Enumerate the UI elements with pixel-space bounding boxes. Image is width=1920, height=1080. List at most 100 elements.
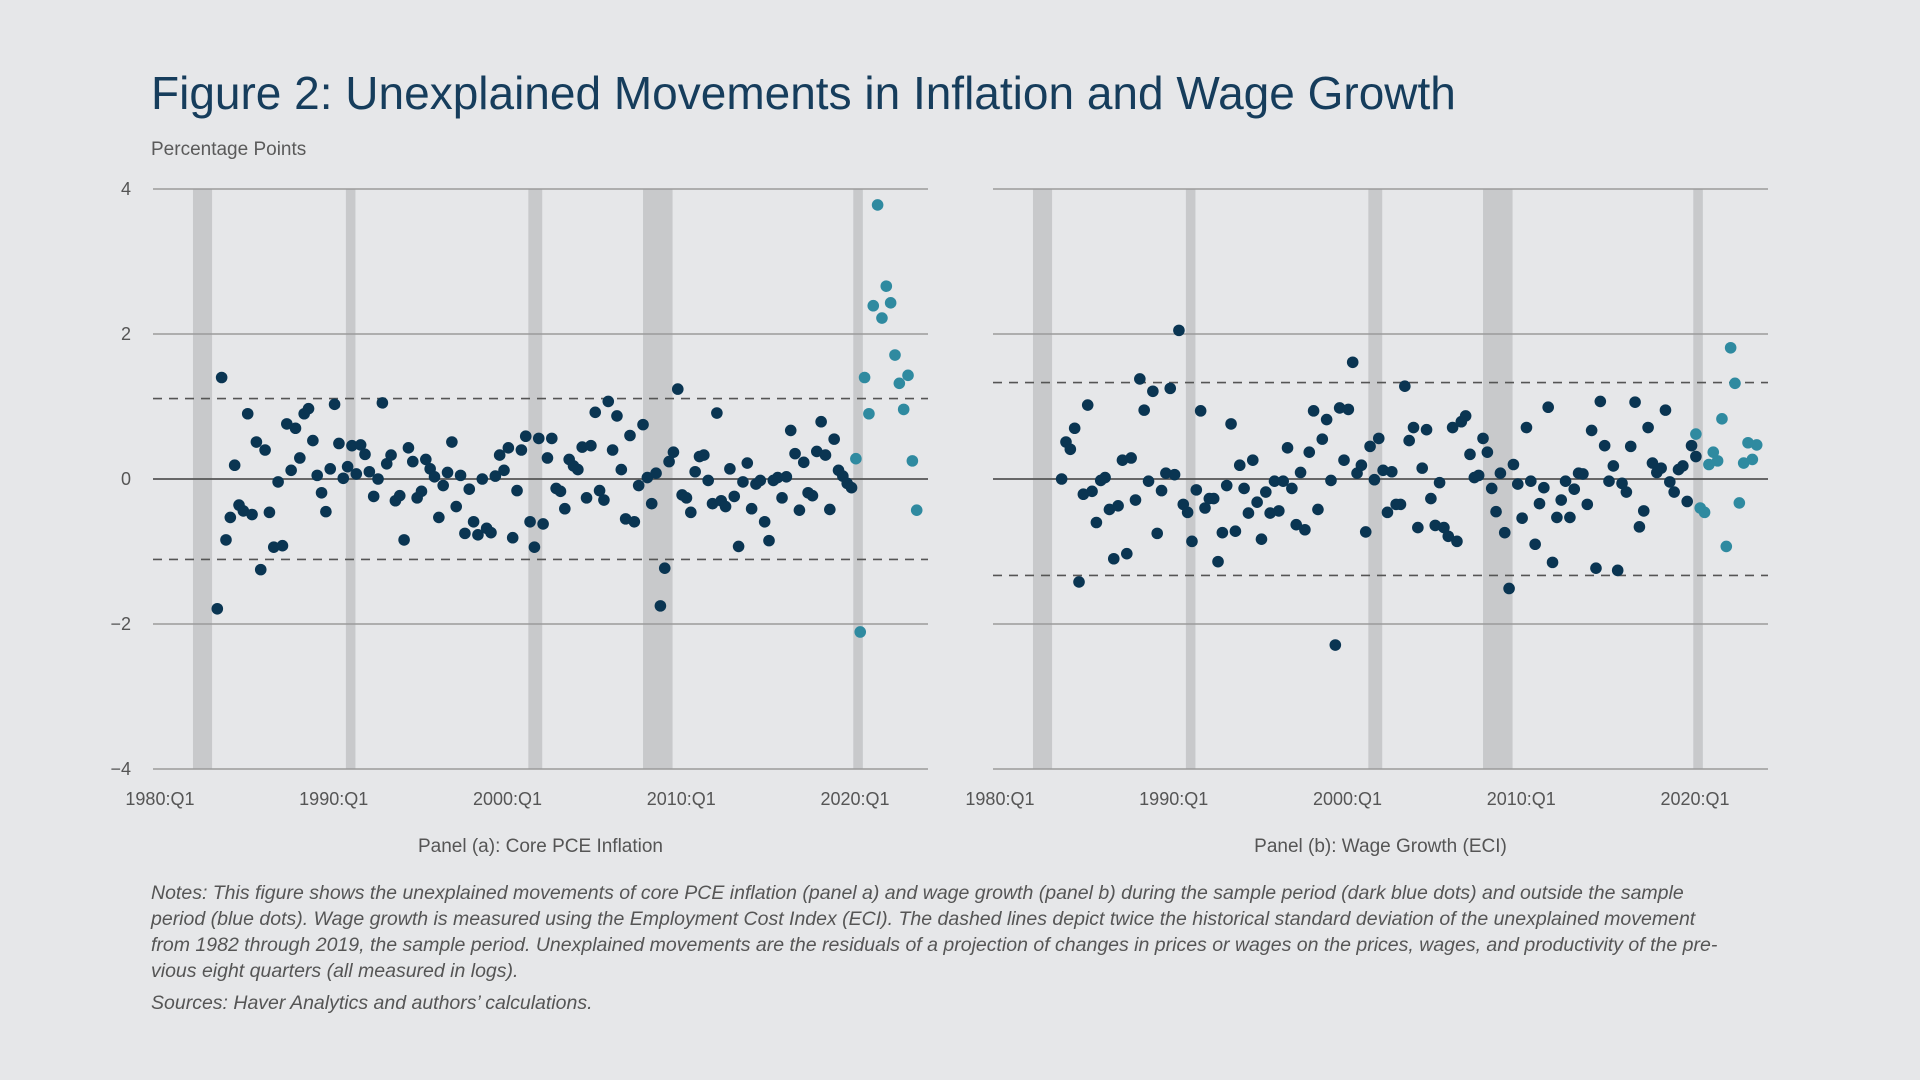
in-sample-dot: [372, 473, 384, 485]
x-tick-label: 2000:Q1: [473, 789, 542, 809]
figure-title: Figure 2: Unexplained Movements in Infla…: [151, 67, 1456, 119]
in-sample-dot: [1303, 446, 1316, 458]
in-sample-dot: [367, 490, 380, 503]
in-sample-dot: [1151, 527, 1164, 540]
in-sample-dot: [528, 541, 541, 553]
in-sample-dot: [333, 437, 345, 450]
in-sample-dot: [272, 476, 284, 488]
in-sample-dot: [763, 534, 775, 547]
in-sample-dot: [1442, 530, 1455, 543]
x-tick-label: 1990:Q1: [1139, 789, 1208, 809]
in-sample-dot: [1190, 484, 1203, 496]
in-sample-dot: [485, 526, 497, 539]
in-sample-dot: [502, 442, 515, 454]
in-sample-dot: [1490, 505, 1502, 518]
in-sample-dot: [1681, 495, 1693, 508]
in-sample-dot: [350, 468, 363, 480]
in-sample-dot: [758, 515, 771, 528]
in-sample-dot: [1342, 403, 1355, 416]
in-sample-dot: [1073, 576, 1085, 588]
in-sample-dot: [1055, 473, 1068, 485]
in-sample-dot: [315, 486, 328, 499]
in-sample-dot: [585, 439, 597, 452]
in-sample-dot: [1216, 526, 1229, 539]
in-sample-dot: [359, 448, 371, 461]
figure-notes: Notes: This figure shows the unexplained…: [151, 880, 1717, 1016]
in-sample-dot: [784, 424, 797, 437]
in-sample-dot: [1507, 458, 1520, 471]
in-sample-dot: [1446, 421, 1459, 434]
in-sample-dot: [1585, 424, 1598, 437]
in-sample-dot: [1273, 505, 1285, 517]
y-tick-label: −4: [110, 759, 131, 779]
in-sample-dot: [1416, 462, 1429, 474]
in-sample-dot: [1607, 460, 1620, 472]
in-sample-dot: [1090, 516, 1103, 529]
in-sample-dot: [828, 433, 840, 445]
in-sample-dot: [1616, 477, 1628, 490]
in-sample-dot: [1099, 471, 1111, 484]
in-sample-dot: [724, 463, 736, 475]
in-sample-dot: [1277, 475, 1289, 487]
in-sample-dot: [793, 504, 806, 516]
in-sample-dot: [1624, 440, 1637, 453]
in-sample-dot: [598, 494, 610, 506]
in-sample-dot: [376, 397, 389, 409]
in-sample-dot: [637, 418, 649, 431]
in-sample-dot: [1642, 421, 1654, 434]
in-sample-dot: [1086, 485, 1098, 498]
in-sample-dot: [385, 449, 397, 461]
in-sample-dot: [380, 457, 393, 470]
in-sample-dot: [1555, 494, 1568, 506]
in-sample-dot: [1320, 413, 1333, 426]
y-tick-label: 4: [121, 179, 131, 199]
out-of-sample-dot: [867, 299, 880, 312]
in-sample-dot: [1286, 482, 1298, 495]
in-sample-dot: [1307, 405, 1320, 417]
in-sample-dot: [406, 455, 419, 468]
in-sample-dot: [1494, 467, 1507, 480]
in-sample-dot: [1551, 511, 1563, 524]
in-sample-dot: [1233, 459, 1246, 472]
in-sample-dot: [702, 474, 714, 487]
in-sample-dot: [289, 422, 302, 435]
out-of-sample-dot: [906, 455, 919, 467]
out-of-sample-dot: [1698, 506, 1711, 519]
in-sample-dot: [267, 541, 280, 553]
in-sample-dot: [1429, 519, 1442, 532]
y-tick-label: 0: [121, 469, 131, 489]
in-sample-dot: [593, 484, 606, 497]
in-sample-dot: [545, 432, 558, 445]
out-of-sample-dot: [897, 403, 910, 416]
in-sample-dot: [1594, 395, 1607, 408]
in-sample-dot: [1121, 547, 1133, 560]
in-sample-dot: [1242, 507, 1255, 519]
in-sample-dot: [1316, 433, 1329, 445]
in-sample-dot: [241, 407, 254, 420]
in-sample-dot: [810, 445, 823, 458]
in-sample-dot: [1677, 460, 1689, 472]
in-sample-dot: [1559, 475, 1572, 487]
in-sample-dot: [1064, 443, 1077, 456]
in-sample-dot: [541, 452, 554, 464]
in-sample-dot: [789, 447, 801, 460]
in-sample-dot: [1690, 450, 1702, 463]
in-sample-dot: [1646, 457, 1659, 469]
in-sample-dot: [1138, 404, 1150, 416]
in-sample-dot: [1103, 503, 1116, 516]
in-sample-dot: [1125, 452, 1137, 464]
x-tick-label: 2000:Q1: [1313, 789, 1382, 809]
notes-line: from 1982 through 2019, the sample perio…: [151, 934, 1718, 956]
in-sample-dot: [1503, 582, 1515, 595]
in-sample-dot: [1229, 525, 1242, 537]
in-sample-dot: [611, 410, 623, 422]
in-sample-dot: [346, 439, 358, 452]
x-tick-label: 1990:Q1: [299, 789, 368, 809]
in-sample-dot: [311, 469, 324, 482]
in-sample-dot: [320, 505, 332, 518]
in-sample-dot: [1542, 401, 1554, 414]
x-tick-label: 2020:Q1: [1660, 789, 1729, 809]
in-sample-dot: [1425, 492, 1437, 505]
in-sample-dot: [1251, 496, 1263, 509]
